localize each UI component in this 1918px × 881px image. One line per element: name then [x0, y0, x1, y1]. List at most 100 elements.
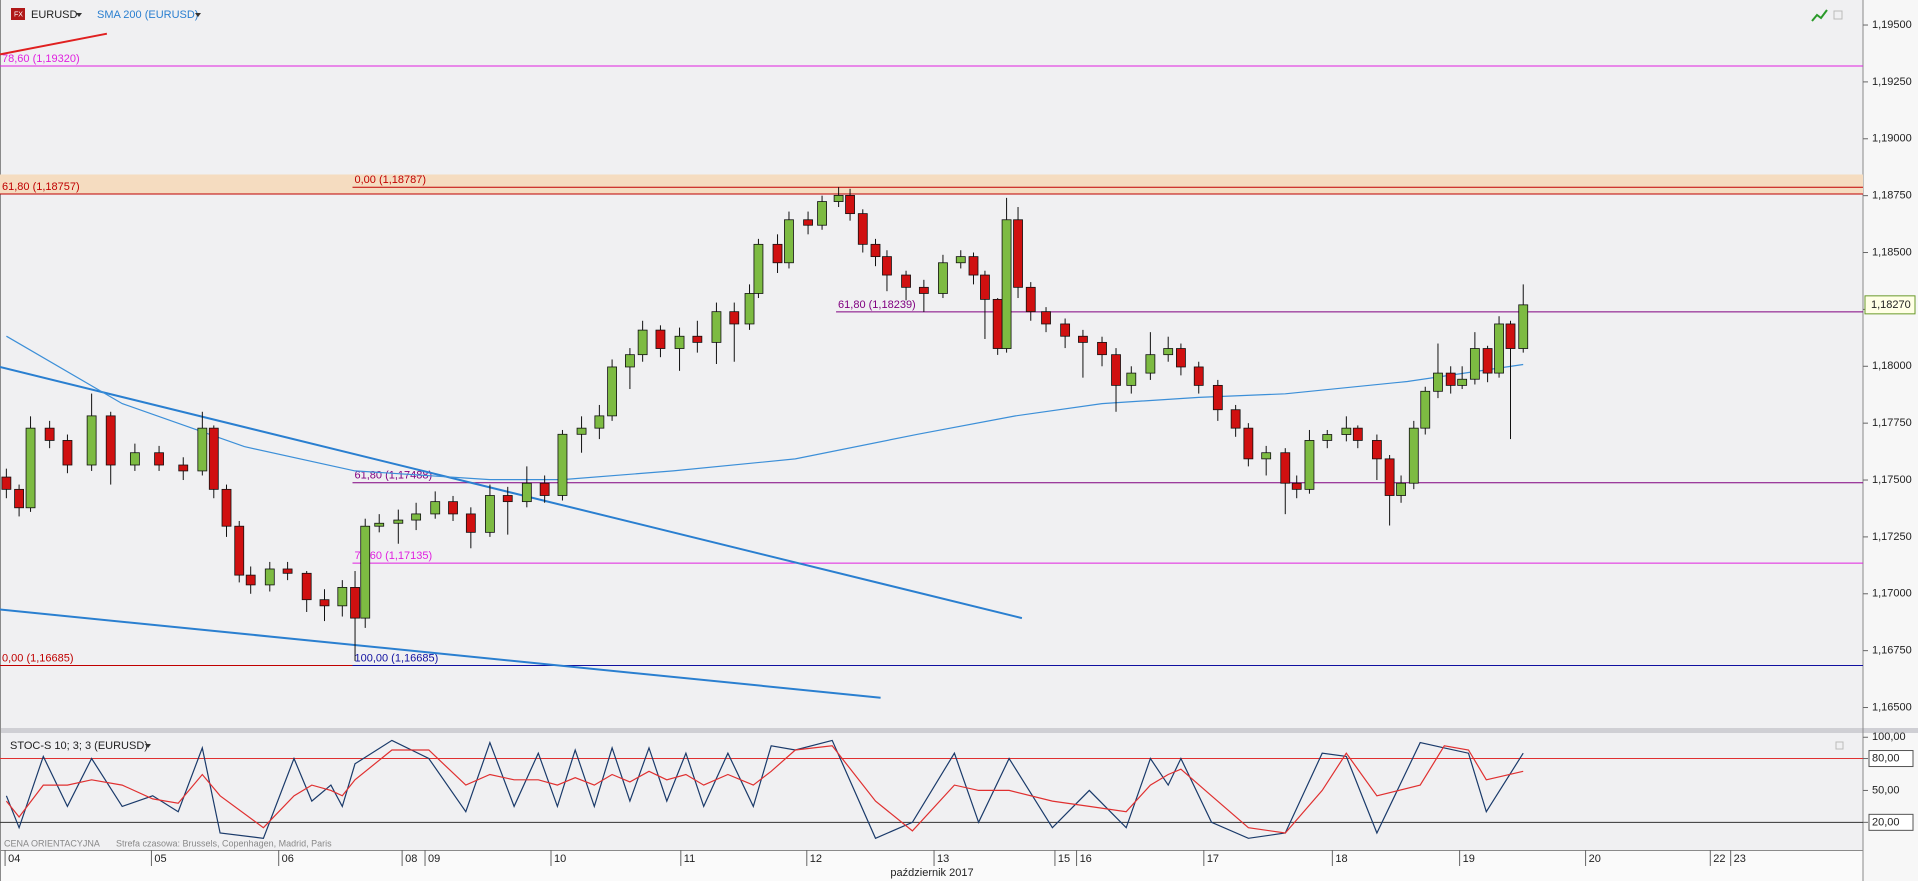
candle-body [1371, 440, 1382, 460]
x-tick-label: 11 [684, 853, 695, 865]
level-label: 61,80 (1,18757) [2, 181, 80, 193]
candle-body [129, 452, 140, 466]
candle-body [753, 243, 764, 294]
level-label: 0,00 (1,16685) [2, 652, 74, 664]
symbol[interactable]: EURUSD [31, 9, 78, 21]
candle-body [319, 599, 330, 607]
level-label: 61,80 (1,18239) [838, 299, 916, 311]
candle-body [234, 525, 245, 576]
candle-body [1420, 390, 1431, 429]
candle-body [105, 415, 116, 466]
dropdown-arrow[interactable] [76, 13, 82, 17]
x-tick-label: 06 [282, 853, 294, 865]
candle-body [301, 572, 312, 601]
candle-body [992, 298, 1003, 349]
candle-body [857, 213, 868, 245]
x-tick-label: 05 [154, 853, 166, 865]
indicator-name[interactable]: SMA 200 (EURUSD) [97, 9, 198, 21]
level-label: 100,00 (1,16685) [354, 652, 438, 664]
candle-body [1304, 440, 1315, 490]
candle-body [729, 311, 740, 325]
candle-body [178, 464, 189, 472]
chart-icon[interactable] [1811, 9, 1828, 22]
candle-body [803, 219, 813, 226]
panel-icon[interactable] [1835, 741, 1844, 750]
level-label: 78,60 (1,19320) [2, 53, 80, 65]
y-tick-label: 100,00 [1872, 731, 1906, 743]
candle-body [282, 568, 293, 574]
candle-body [44, 427, 55, 441]
dropdown-arrow[interactable] [145, 744, 151, 748]
candle-body [870, 243, 881, 258]
candle-body [1505, 323, 1516, 349]
x-axis-label: październik 2017 [890, 867, 973, 879]
x-tick-label: 08 [405, 853, 417, 865]
candle-body [1078, 335, 1088, 343]
candle-body [1457, 378, 1468, 386]
x-tick-label: 20 [1589, 853, 1601, 865]
candle-body [711, 311, 722, 343]
candle-body [557, 433, 568, 496]
candle-body [637, 329, 648, 356]
candle-body [1482, 348, 1493, 374]
candle-body [625, 354, 635, 368]
candle-body [833, 195, 844, 202]
candle-body [1126, 372, 1137, 386]
candle-body [62, 440, 73, 466]
candle-body [1013, 219, 1023, 288]
date-axis [0, 850, 1863, 881]
candle-body [1261, 452, 1272, 460]
dropdown-arrow[interactable] [195, 13, 201, 17]
trend-line [0, 608, 881, 699]
fx-icon-text: FX [14, 11, 23, 18]
level-label: 0,00 (1,18787) [354, 174, 426, 186]
candle-body [772, 243, 783, 264]
y-tick-label: 50,00 [1872, 784, 1900, 796]
x-tick-label: 23 [1734, 853, 1746, 865]
candle-body [154, 452, 164, 466]
candle-body [411, 513, 422, 521]
candle-body [1352, 427, 1363, 441]
panel-icon[interactable] [1833, 10, 1843, 20]
candle-body [1163, 348, 1174, 356]
y-tick-box [1868, 750, 1914, 768]
x-tick-label: 16 [1080, 853, 1092, 865]
x-tick-label: 17 [1207, 853, 1219, 865]
candle-body [938, 262, 948, 294]
last-price-box [1864, 295, 1916, 315]
candle-body [360, 525, 371, 619]
panel-separator [0, 728, 1918, 733]
plot-layer: 78,60 (1,19320) 61,80 (1,18757) 0,00 (1,18… [0, 19, 1916, 866]
candle-body [1230, 409, 1241, 429]
candle-body [1469, 348, 1480, 380]
candle-body [1212, 384, 1223, 411]
candle-body [1025, 286, 1036, 313]
candle-body [1433, 372, 1443, 392]
candle-body [337, 587, 348, 607]
candle-body [1041, 311, 1051, 325]
candle-body [1384, 458, 1395, 496]
candle-body [1001, 219, 1012, 349]
y-tick-label: 1,19250 [1872, 76, 1912, 88]
candle-body [521, 482, 532, 503]
candle-body [502, 495, 513, 503]
y-tick-label: 1,16750 [1872, 645, 1912, 657]
candle-body [1518, 304, 1529, 349]
trend-line [0, 366, 1023, 620]
x-tick-label: 19 [1463, 853, 1475, 865]
candle-body [784, 219, 794, 264]
candle-body [576, 427, 587, 435]
candle-body [817, 201, 827, 226]
candle-body [1060, 323, 1071, 337]
y-tick-label: 1,18500 [1872, 246, 1912, 258]
candle-body [1097, 341, 1107, 356]
sma-line [6, 335, 1524, 481]
last-price-label: 1,18270 [1871, 299, 1911, 311]
candle-body [1176, 348, 1186, 368]
y-tick-label: 80,00 [1872, 752, 1900, 764]
price-axis [1863, 0, 1918, 881]
stoch-title[interactable]: STOC-S 10; 3; 3 (EURUSD) [10, 740, 148, 752]
main-panel [0, 0, 1863, 728]
plot-area: 78,60 (1,19320) 61,80 (1,18757) 0,00 (1,18… [0, 32, 1863, 699]
